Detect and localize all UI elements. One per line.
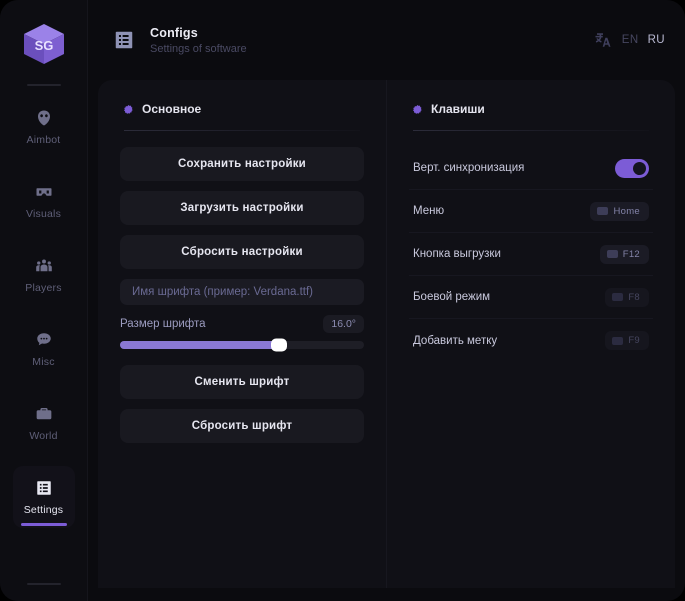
keyboard-icon xyxy=(612,293,624,301)
header: Configs Settings of software EN RU xyxy=(88,0,685,80)
language-icon xyxy=(593,30,613,50)
alien-icon xyxy=(34,108,54,128)
font-size-row: Размер шрифта 16.0° xyxy=(120,315,364,333)
section-rule xyxy=(413,130,649,131)
sidebar-item-label: Visuals xyxy=(25,208,62,220)
goggles-icon xyxy=(34,182,54,202)
general-panel: Основное Сохранить настройки Загрузить н… xyxy=(98,80,386,588)
keys-panel: Клавиши Верт. синхронизация Меню Home Кн… xyxy=(386,80,675,588)
list-icon xyxy=(34,478,54,498)
sidebar: SG Aimbot Visuals Players xyxy=(0,0,88,601)
vsync-toggle[interactable] xyxy=(615,158,649,178)
row-unload: Кнопка выгрузки F12 xyxy=(409,233,653,276)
content-area: Основное Сохранить настройки Загрузить н… xyxy=(98,80,675,588)
font-size-slider[interactable] xyxy=(120,338,364,352)
keyboard-icon xyxy=(612,336,624,345)
keybind-label: F12 xyxy=(622,248,640,260)
keys-section-header: Клавиши xyxy=(409,102,653,116)
gear-dot-icon xyxy=(124,104,133,114)
page-subtitle: Settings of software xyxy=(150,42,247,55)
general-section-header: Основное xyxy=(120,102,364,116)
reset-font-button[interactable]: Сбросить шрифт xyxy=(120,409,364,443)
combat-mode-keybind[interactable]: F8 xyxy=(605,287,649,307)
sidebar-item-aimbot[interactable]: Aimbot xyxy=(13,96,75,158)
sidebar-item-misc[interactable]: Misc xyxy=(13,318,75,380)
sidebar-divider-top xyxy=(26,84,61,86)
row-vsync: Верт. синхронизация xyxy=(409,147,653,190)
row-add-marker: Добавить метку F9 xyxy=(409,319,653,362)
change-font-button[interactable]: Сменить шрифт xyxy=(120,365,364,399)
keybind-label: F9 xyxy=(628,335,640,346)
row-menu: Меню Home xyxy=(409,190,653,233)
toggle-knob xyxy=(633,161,646,175)
font-name-placeholder: Имя шрифта (пример: Verdana.ttf) xyxy=(132,286,313,298)
players-icon xyxy=(34,256,54,276)
unload-keybind[interactable]: F12 xyxy=(599,244,649,264)
page-title: Configs xyxy=(150,25,198,40)
section-rule xyxy=(124,130,360,131)
sidebar-item-label: Settings xyxy=(23,504,64,516)
slider-fill xyxy=(120,341,279,349)
sidebar-item-label: Misc xyxy=(32,356,55,368)
section-title: Основное xyxy=(142,102,202,116)
row-label: Боевой режим xyxy=(413,291,491,303)
row-label: Верт. синхронизация xyxy=(413,162,525,174)
add-marker-keybind[interactable]: F9 xyxy=(605,331,649,350)
svg-text:SG: SG xyxy=(34,38,53,53)
keyboard-icon xyxy=(597,207,609,215)
sidebar-item-label: World xyxy=(29,430,58,442)
row-combat-mode: Боевой режим F8 xyxy=(409,276,653,319)
row-label: Кнопка выгрузки xyxy=(413,248,501,260)
lang-ru[interactable]: RU xyxy=(647,34,665,46)
sidebar-divider-bottom xyxy=(26,583,61,585)
language-switcher: EN RU xyxy=(593,30,665,50)
sidebar-item-players[interactable]: Players xyxy=(13,244,75,306)
row-label: Добавить метку xyxy=(413,334,498,347)
sidebar-item-world[interactable]: World xyxy=(13,392,75,454)
sidebar-item-label: Players xyxy=(25,282,62,294)
sidebar-item-settings[interactable]: Settings xyxy=(12,466,75,528)
gear-dot-icon xyxy=(413,104,422,114)
lang-en[interactable]: EN xyxy=(621,34,639,46)
slider-thumb[interactable] xyxy=(270,338,287,352)
chat-icon xyxy=(34,330,54,350)
font-name-input[interactable]: Имя шрифта (пример: Verdana.ttf) xyxy=(120,279,364,305)
briefcase-icon xyxy=(34,404,54,424)
row-label: Меню xyxy=(413,205,445,217)
sidebar-nav: Aimbot Visuals Players Misc xyxy=(0,96,87,540)
keybind-label: F8 xyxy=(628,291,640,303)
header-texts: Configs Settings of software xyxy=(150,26,247,55)
keybind-label: Home xyxy=(613,205,640,217)
cube-logo-icon[interactable]: SG xyxy=(16,16,72,72)
menu-keybind[interactable]: Home xyxy=(590,201,649,221)
keyboard-icon xyxy=(606,250,618,258)
reset-settings-button[interactable]: Сбросить настройки xyxy=(120,235,364,269)
section-title: Клавиши xyxy=(431,102,485,116)
load-settings-button[interactable]: Загрузить настройки xyxy=(120,191,364,225)
configs-list-icon xyxy=(110,26,138,54)
font-size-label: Размер шрифта xyxy=(120,318,206,330)
save-settings-button[interactable]: Сохранить настройки xyxy=(120,147,364,181)
font-size-value: 16.0° xyxy=(323,315,364,333)
sidebar-item-visuals[interactable]: Visuals xyxy=(13,170,75,232)
sidebar-item-label: Aimbot xyxy=(26,134,61,146)
